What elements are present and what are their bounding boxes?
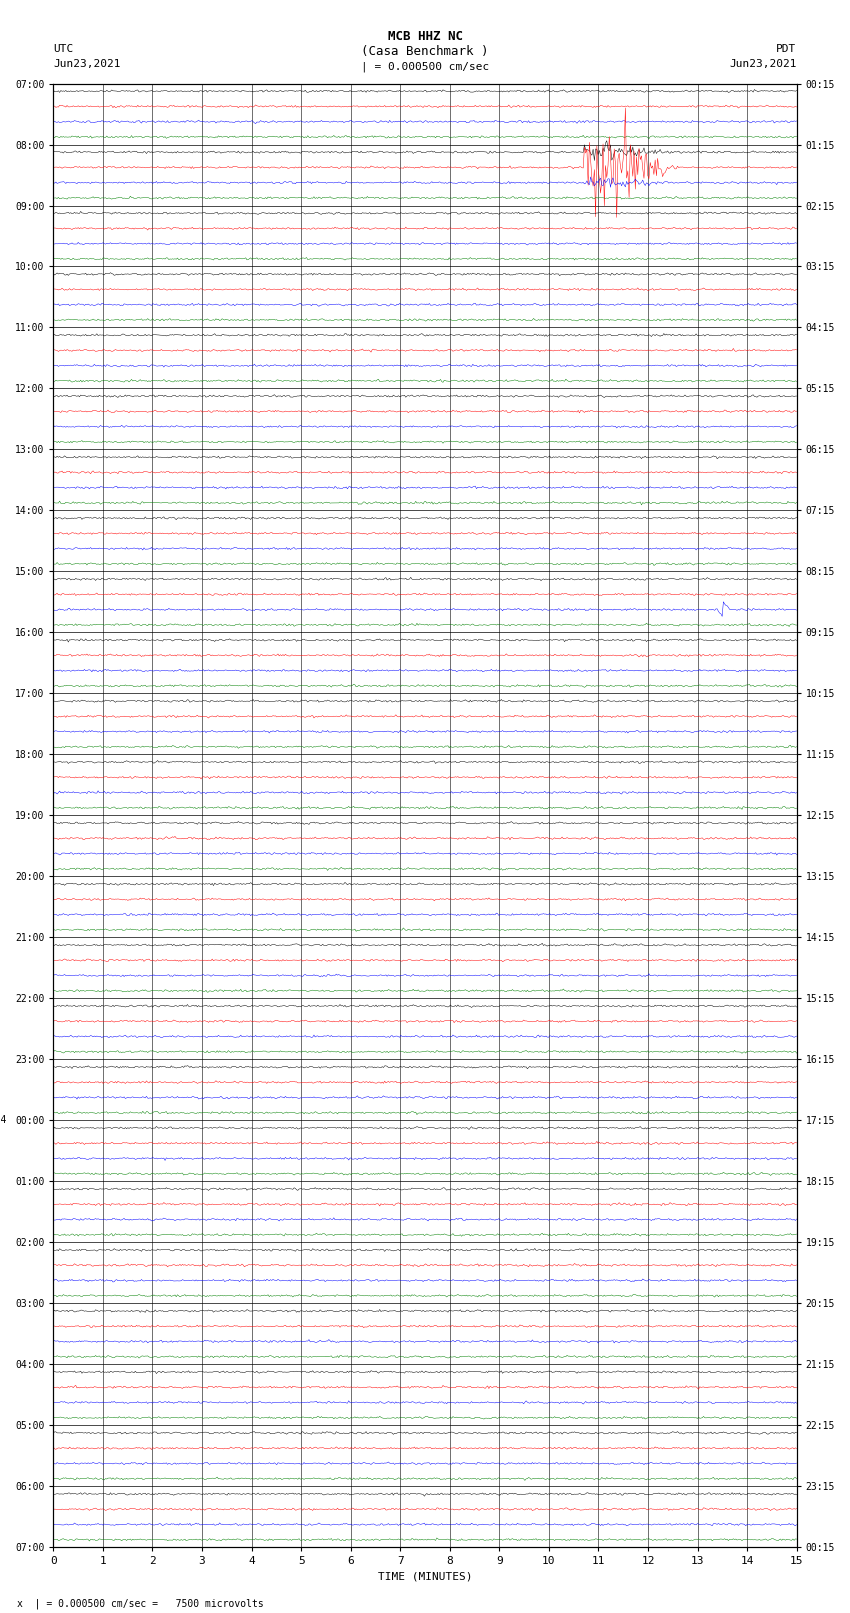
Text: Jun24: Jun24	[0, 1115, 7, 1126]
Text: Jun23,2021: Jun23,2021	[54, 60, 121, 69]
Text: PDT: PDT	[776, 45, 796, 55]
Text: Jun23,2021: Jun23,2021	[729, 60, 796, 69]
Text: (Casa Benchmark ): (Casa Benchmark )	[361, 45, 489, 58]
Text: | = 0.000500 cm/sec: | = 0.000500 cm/sec	[361, 61, 489, 73]
Text: x  | = 0.000500 cm/sec =   7500 microvolts: x | = 0.000500 cm/sec = 7500 microvolts	[17, 1598, 264, 1610]
Text: UTC: UTC	[54, 45, 74, 55]
Text: MCB HHZ NC: MCB HHZ NC	[388, 31, 462, 44]
X-axis label: TIME (MINUTES): TIME (MINUTES)	[377, 1573, 473, 1582]
